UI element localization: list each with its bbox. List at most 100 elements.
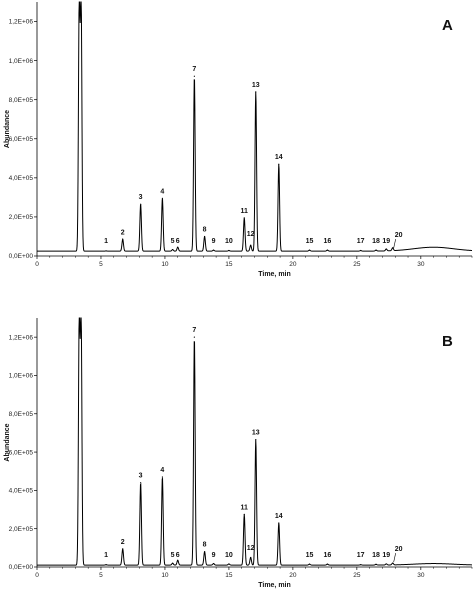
- peak-apex: [204, 235, 206, 238]
- peak-label-18: 18: [372, 552, 380, 559]
- peak-label-8: 8: [203, 226, 207, 233]
- peak-label-16: 16: [324, 552, 332, 559]
- x-tick-label: 25: [353, 572, 361, 579]
- x-tick-label: 25: [353, 261, 361, 268]
- peak-label-18: 18: [372, 238, 380, 245]
- peak-label-8: 8: [203, 542, 207, 549]
- y-axis-title: Abundance: [4, 110, 11, 148]
- peak-label-1: 1: [104, 238, 108, 245]
- peak-apex: [172, 562, 174, 564]
- x-axis-title: Time, min: [258, 582, 291, 589]
- peak-label-4: 4: [160, 467, 164, 474]
- y-tick-label: 2,0E+05: [9, 526, 34, 533]
- peak-label-9: 9: [212, 552, 216, 559]
- peak-apex: [385, 563, 387, 565]
- chromatogram-trace: [37, 317, 473, 566]
- y-tick-label: 2,0E+05: [9, 214, 34, 221]
- peak-label-5: 5: [171, 552, 175, 559]
- y-tick-label: 4,0E+05: [9, 175, 34, 182]
- peak-label-19: 19: [382, 238, 390, 245]
- peak-label-2: 2: [121, 539, 125, 546]
- x-tick-label: 5: [99, 572, 103, 579]
- peak-apex: [177, 246, 179, 248]
- y-tick-label: 6,0E+05: [9, 136, 34, 143]
- peak-20-arrow: [393, 239, 396, 249]
- panel-letter: A: [442, 17, 453, 34]
- peak-label-12: 12: [247, 545, 255, 552]
- peak-20-arrow: [393, 553, 396, 563]
- chart-panel-a: 0,0E+00 2,0E+05 4,0E+05 6,0E+05 8,0E+05 1,0E+…: [4, 1, 473, 278]
- peak-label-19: 19: [382, 552, 390, 559]
- x-tick-label: 0: [35, 261, 39, 268]
- x-tick-label: 10: [161, 572, 169, 579]
- peak-label-1: 1: [104, 552, 108, 559]
- peak-apex: [250, 556, 252, 559]
- panel-letter: B: [442, 333, 453, 350]
- x-tick-label: 30: [417, 572, 425, 579]
- y-tick-label: 0,0E+00: [9, 564, 34, 571]
- peak-apex: [360, 564, 362, 566]
- peak-label-7: 7: [192, 66, 196, 73]
- peak-apex: [105, 250, 107, 252]
- peak-label-15: 15: [306, 238, 314, 245]
- peak-label-6: 6: [176, 238, 180, 245]
- y-tick-label: 4,0E+05: [9, 488, 34, 495]
- y-axis-title: Abundance: [4, 423, 11, 461]
- peak-label-17: 17: [357, 552, 365, 559]
- x-tick-label: 20: [289, 261, 297, 268]
- y-tick-label: 8,0E+05: [9, 411, 34, 418]
- peak-apex: [122, 238, 124, 240]
- peak-label-2: 2: [121, 229, 125, 236]
- chart-panel-b: 0,0E+00 2,0E+05 4,0E+05 6,0E+05 8,0E+05 1,0E+…: [4, 317, 473, 589]
- peak-label-15: 15: [306, 552, 314, 559]
- peak-apex: [243, 513, 245, 515]
- x-axis-title: Time, min: [258, 271, 291, 278]
- peak-apex: [228, 249, 230, 252]
- peak-apex: [140, 482, 142, 484]
- peak-label-16: 16: [324, 238, 332, 245]
- peak-label-13: 13: [252, 430, 260, 437]
- y-tick-label: 1,0E+06: [9, 58, 34, 65]
- y-tick-label: 0,0E+00: [9, 253, 34, 260]
- y-tick-label: 8,0E+05: [9, 97, 34, 104]
- peak-label-4: 4: [160, 188, 164, 195]
- peak-apex: [161, 476, 163, 478]
- peak-label-14: 14: [275, 154, 283, 161]
- peak-apex: [140, 203, 142, 205]
- peak-apex: [385, 248, 387, 250]
- peak-apex: [360, 249, 362, 252]
- peak-apex: [255, 91, 257, 93]
- y-tick-label: 1,0E+06: [9, 373, 34, 380]
- peak-apex: [255, 439, 257, 441]
- peak-apex: [392, 562, 394, 564]
- x-tick-label: 15: [225, 261, 233, 268]
- peak-apex: [172, 248, 174, 251]
- peak-apex: [308, 563, 311, 565]
- x-tick-label: 15: [225, 572, 233, 579]
- peak-label-11: 11: [241, 504, 249, 511]
- peak-label-20: 20: [395, 232, 403, 239]
- x-tick-label: 30: [417, 261, 425, 268]
- peak-label-14: 14: [275, 513, 283, 520]
- peak-apex: [204, 551, 206, 553]
- peak-apex: [326, 249, 329, 251]
- peak-label-3: 3: [139, 194, 143, 201]
- y-tick-label: 1,2E+06: [9, 19, 34, 26]
- peak-apex: [392, 247, 394, 249]
- peak-label-10: 10: [225, 552, 233, 559]
- peak-apex: [122, 548, 124, 550]
- x-tick-label: 10: [161, 261, 169, 268]
- peak-apex: [228, 563, 230, 565]
- peak-apex: [105, 564, 107, 566]
- peak-label-10: 10: [225, 238, 233, 245]
- peak-label-17: 17: [357, 238, 365, 245]
- peak-apex: [375, 563, 377, 565]
- chromatogram-trace: [37, 1, 473, 252]
- peak-label-20: 20: [395, 546, 403, 553]
- peak-apex: [193, 75, 195, 77]
- peak-apex: [250, 244, 252, 246]
- x-tick-label: 20: [289, 572, 297, 579]
- peak-apex: [212, 562, 215, 565]
- peak-label-11: 11: [241, 208, 249, 215]
- peak-apex: [308, 249, 311, 251]
